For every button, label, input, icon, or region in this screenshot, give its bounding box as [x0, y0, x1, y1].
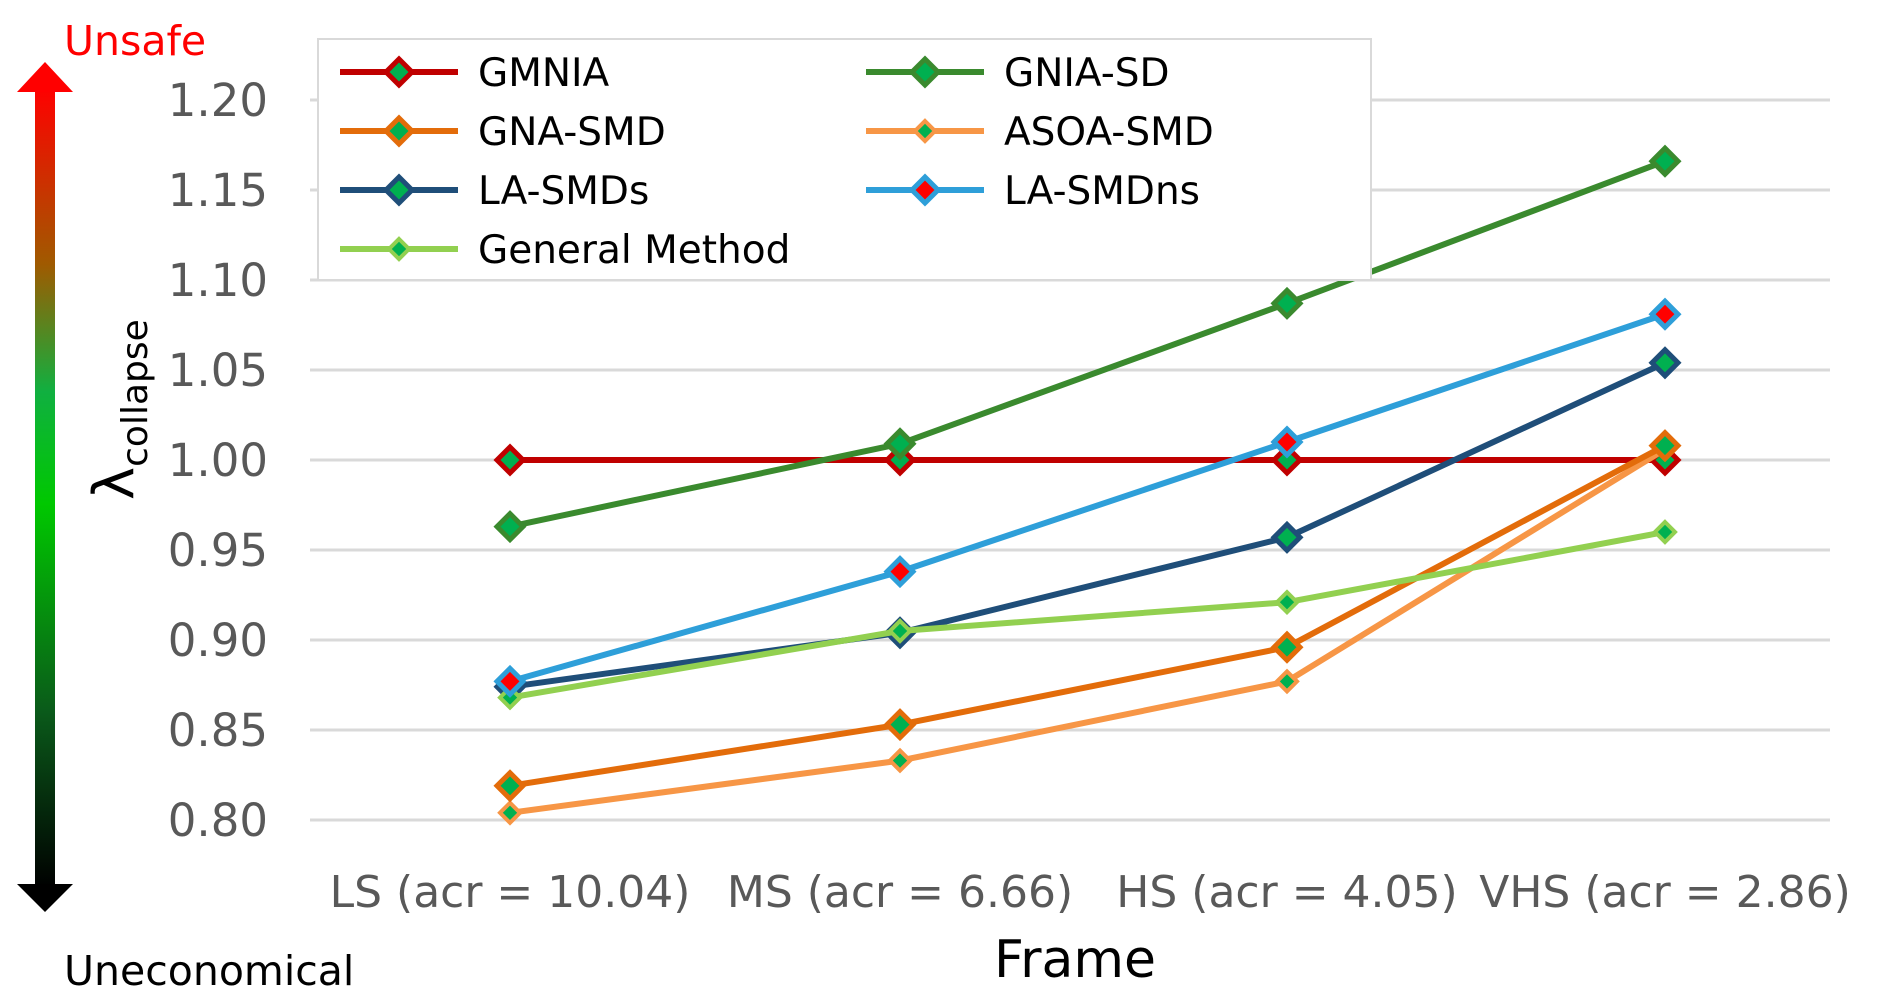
annotation-unsafe: Unsafe: [64, 17, 206, 65]
legend-label: LA-SMDns: [1004, 169, 1200, 214]
x-tick-label: HS (acr = 4.05): [1116, 867, 1457, 918]
data-point-la-smdns: [1648, 297, 1682, 331]
y-tick-label: 1.20: [168, 74, 268, 127]
legend-label: ASOA-SMD: [1004, 110, 1214, 155]
x-tick-label: MS (acr = 6.66): [727, 867, 1073, 918]
y-tick-label: 0.95: [168, 524, 268, 577]
x-tick-label: VHS (acr = 2.86): [1479, 867, 1851, 918]
data-point-asoa-smd: [887, 747, 913, 774]
data-point-gmnia: [1270, 443, 1304, 477]
legend-label: LA-SMDs: [478, 169, 649, 214]
legend-swatch-marker: [382, 114, 416, 148]
y-tick-label: 0.85: [168, 704, 268, 757]
y-axis-title: λcollapse: [82, 319, 156, 500]
x-tick-labels: LS (acr = 10.04) MS (acr = 6.66) HS (acr =…: [330, 867, 1851, 918]
legend-item-gnia-sd: GNIA-SD: [866, 51, 1170, 96]
series-asoa-smd: [497, 436, 1678, 826]
data-point-asoa-smd: [497, 799, 523, 826]
series-la-smds: [493, 346, 1682, 704]
series-line-gnia-sd: [507, 158, 1668, 530]
series-gmnia: [493, 443, 1682, 477]
data-point-la-smds: [1270, 520, 1304, 554]
data-point-general-method: [1652, 519, 1678, 545]
legend-swatch-marker: [386, 236, 412, 262]
legend-swatch-marker: [382, 55, 416, 89]
data-point-la-smdns: [493, 664, 527, 698]
legend: GMNIA GNIA-SD GNA-SMD ASOA-SMD LA-SMDs LA-SMD…: [317, 38, 1372, 281]
legend-swatch-marker: [382, 173, 416, 207]
series-line-gna-smd: [507, 442, 1668, 789]
data-point-asoa-smd: [1274, 668, 1300, 695]
series-gna-smd: [493, 429, 1682, 803]
data-point-general-method: [1274, 589, 1300, 616]
legend-item-general-method: General Method: [340, 228, 790, 273]
safety-arrow-head-down: [17, 884, 73, 912]
series-line-general-method: [507, 529, 1668, 701]
data-point-gnia-sd: [883, 427, 917, 461]
series-gnia-sd: [493, 144, 1682, 544]
data-point-gna-smd: [493, 769, 527, 803]
data-point-general-method: [887, 618, 913, 644]
data-point-gna-smd: [1270, 630, 1304, 664]
legend-label: GMNIA: [478, 51, 610, 96]
legend-swatch-marker: [908, 55, 942, 89]
series-general-method: [497, 519, 1678, 711]
legend-item-gna-smd: GNA-SMD: [340, 110, 666, 155]
data-point-la-smdns: [1270, 425, 1304, 459]
legend-swatch-marker: [912, 118, 938, 144]
legend-swatch-marker: [908, 173, 942, 207]
annotation-uneconomical: Uneconomical: [64, 947, 354, 995]
y-tick-label: 0.90: [168, 614, 268, 667]
safety-arrow-head-up: [17, 62, 73, 92]
data-point-gnia-sd: [1648, 144, 1682, 178]
legend-item-la-smds: LA-SMDs: [340, 169, 649, 214]
y-tick-label: 1.00: [168, 434, 268, 487]
data-point-gnia-sd: [1270, 286, 1304, 320]
legend-label: GNA-SMD: [478, 110, 666, 155]
y-axis-title-symbol: λ: [82, 467, 147, 500]
safety-arrow: [17, 62, 73, 912]
y-tick-labels: 0.80 0.85 0.90 0.95 1.00 1.05 1.10 1.15 1.20: [168, 74, 268, 847]
legend-label: GNIA-SD: [1004, 51, 1170, 96]
legend-box: [317, 38, 1372, 281]
series-la-smdns: [493, 297, 1682, 698]
data-point-la-smds: [1648, 346, 1682, 380]
series-layer: [493, 144, 1682, 826]
data-point-gna-smd: [883, 708, 917, 742]
legend-item-la-smdns: LA-SMDns: [866, 169, 1200, 214]
data-point-gna-smd: [1648, 429, 1682, 463]
data-point-gnia-sd: [493, 510, 527, 544]
legend-item-asoa-smd: ASOA-SMD: [866, 110, 1214, 155]
series-line-la-smds: [507, 359, 1668, 690]
legend-label: General Method: [478, 228, 790, 273]
x-axis-title: Frame: [994, 930, 1156, 990]
legend-item-gmnia: GMNIA: [340, 51, 610, 96]
y-tick-label: 1.15: [168, 164, 268, 217]
series-line-la-smdns: [507, 311, 1668, 685]
x-tick-label: LS (acr = 10.04): [330, 867, 691, 918]
y-tick-label: 0.80: [168, 794, 268, 847]
y-tick-label: 1.05: [168, 344, 268, 397]
data-point-la-smdns: [883, 555, 917, 589]
safety-arrow-shaft: [35, 88, 55, 888]
y-tick-label: 1.10: [168, 254, 268, 307]
data-point-gmnia: [493, 443, 527, 477]
y-axis-title-subscript: collapse: [115, 319, 156, 467]
